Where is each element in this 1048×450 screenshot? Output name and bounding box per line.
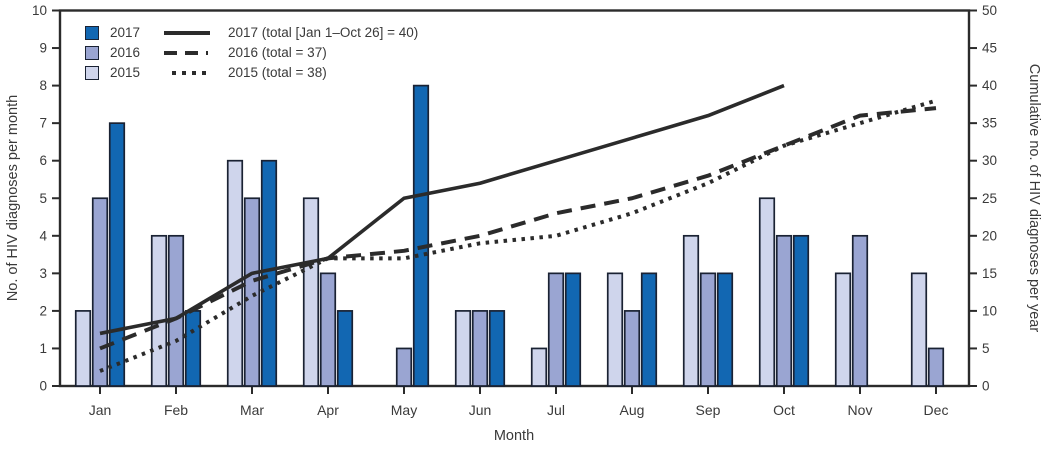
x-tick-label: Sep xyxy=(696,402,721,418)
x-axis-title: Month xyxy=(494,428,534,444)
right-tick-label: 5 xyxy=(982,341,990,356)
legend: 2017 2017 (total [Jan 1–Oct 26] = 40) 20… xyxy=(85,26,418,80)
legend-line-label-2015: 2015 (total = 38) xyxy=(228,65,327,80)
bar-2017-Jul xyxy=(564,272,582,387)
left-tick-label: 4 xyxy=(39,228,47,243)
bar-2017-Feb xyxy=(184,310,202,387)
bar-2016-Aug xyxy=(623,310,641,387)
bar-2016-Dec xyxy=(927,347,945,387)
x-tick-label: Jul xyxy=(547,402,565,418)
bar-2015-Oct xyxy=(758,197,776,387)
bar-2017-May xyxy=(412,84,430,387)
bar-2015-Jun xyxy=(454,310,472,387)
left-tick-label: 5 xyxy=(39,191,47,206)
bar-2015-Aug xyxy=(606,272,624,387)
bar-2016-Jun xyxy=(471,310,489,387)
left-tick-label: 0 xyxy=(39,379,47,394)
bar-2015-Apr xyxy=(302,197,320,387)
right-tick-label: 35 xyxy=(982,116,997,131)
left-tick-label: 9 xyxy=(39,41,47,56)
bar-2017-Aug xyxy=(640,272,658,387)
bar-2016-Apr xyxy=(319,272,337,387)
x-tick-label: Feb xyxy=(164,402,188,418)
x-tick-label: Nov xyxy=(848,402,873,418)
legend-line-label-2016: 2016 (total = 37) xyxy=(228,45,327,60)
left-tick-label: 7 xyxy=(39,116,47,131)
right-tick-label: 40 xyxy=(982,78,997,93)
x-tick-label: Jan xyxy=(89,402,112,418)
legend-swatch-2015 xyxy=(85,66,99,80)
lines-layer xyxy=(99,83,937,373)
x-tick-label: Jun xyxy=(469,402,492,418)
right-tick-label: 45 xyxy=(982,41,997,56)
bar-2016-May xyxy=(395,347,413,387)
right-tick-label: 25 xyxy=(982,191,997,206)
bar-2015-Dec xyxy=(910,272,928,387)
bar-2015-Jan xyxy=(74,310,92,387)
right-axis-title: Cumulative no. of HIV diagnoses per year xyxy=(1026,64,1042,333)
bar-2017-Mar xyxy=(260,159,278,387)
bar-2016-Feb xyxy=(167,234,185,387)
left-tick-label: 8 xyxy=(39,78,47,93)
bar-2016-Jan xyxy=(91,197,109,387)
bar-2015-Jul xyxy=(530,347,548,387)
legend-line-sample-dotted xyxy=(172,71,206,75)
cumulative-line-dashed xyxy=(99,106,937,351)
bar-2015-Feb xyxy=(150,234,168,387)
legend-label-2016: 2016 xyxy=(110,45,141,60)
legend-swatch-2016 xyxy=(85,46,99,60)
left-tick-label: 6 xyxy=(39,153,47,168)
legend-line-sample-solid xyxy=(164,31,210,35)
bar-2017-Jun xyxy=(488,310,506,387)
legend-line-label-2017: 2017 (total [Jan 1–Oct 26] = 40) xyxy=(228,25,419,40)
left-tick-label: 10 xyxy=(32,3,47,18)
right-tick-label: 0 xyxy=(982,379,990,394)
x-tick-label: Dec xyxy=(924,402,949,418)
right-tick-label: 50 xyxy=(982,3,997,18)
left-tick-label: 1 xyxy=(39,341,47,356)
bar-2015-Nov xyxy=(834,272,852,387)
right-tick-label: 20 xyxy=(982,228,997,243)
bar-2015-Mar xyxy=(226,159,244,387)
left-tick-label: 2 xyxy=(39,303,47,318)
cumulative-line-dotted xyxy=(99,98,937,373)
x-tick-label: Apr xyxy=(317,402,339,418)
bar-2017-Jan xyxy=(108,122,126,387)
legend-label-2017: 2017 xyxy=(110,25,141,40)
right-tick-label: 30 xyxy=(982,153,997,168)
left-axis-title: No. of HIV diagnoses per month xyxy=(5,95,21,301)
bar-2015-Sep xyxy=(682,234,700,387)
bars-layer xyxy=(74,84,945,387)
bar-2016-Mar xyxy=(243,197,261,387)
legend-swatch-2017 xyxy=(85,26,99,40)
bar-2017-Oct xyxy=(792,234,810,387)
bar-2016-Sep xyxy=(699,272,717,387)
x-tick-label: Mar xyxy=(240,402,264,418)
x-tick-label: May xyxy=(391,402,417,418)
legend-line-sample-dashed xyxy=(164,51,208,55)
legend-label-2015: 2015 xyxy=(110,65,141,80)
bar-2016-Oct xyxy=(775,234,793,387)
left-tick-label: 3 xyxy=(39,266,47,281)
x-tick-label: Aug xyxy=(620,402,645,418)
x-tick-label: Oct xyxy=(773,402,795,418)
bar-2017-Apr xyxy=(336,310,354,387)
bar-2016-Jul xyxy=(547,272,565,387)
bar-2017-Sep xyxy=(716,272,734,387)
right-tick-label: 15 xyxy=(982,266,997,281)
bar-2016-Nov xyxy=(851,234,869,387)
right-tick-label: 10 xyxy=(982,303,997,318)
cumulative-line-solid xyxy=(99,83,785,336)
